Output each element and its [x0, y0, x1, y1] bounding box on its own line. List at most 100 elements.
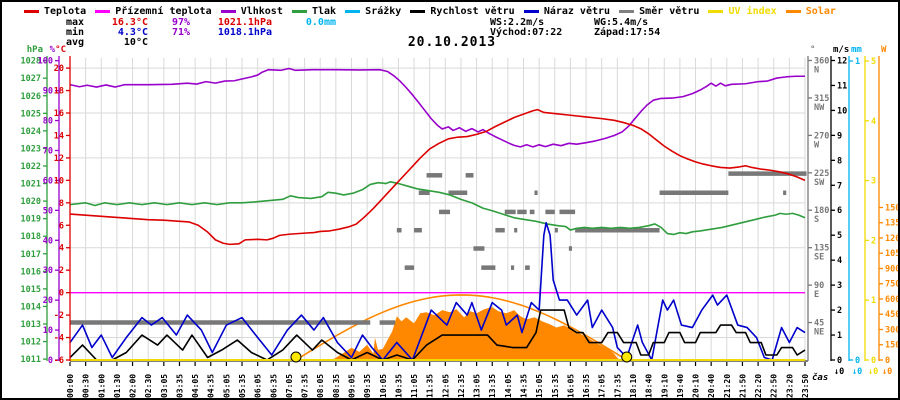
legend-color-dash: [410, 10, 426, 13]
svg-text:06:05: 06:05: [254, 374, 263, 398]
svg-text:04:05: 04:05: [191, 374, 200, 398]
legend-color-dash: [24, 10, 39, 13]
svg-text:1050: 1050: [885, 249, 900, 259]
svg-text:12:35: 12:35: [457, 374, 466, 398]
svg-text:1: 1: [871, 296, 876, 306]
chart-date-title: 20.10.2013: [407, 35, 497, 50]
svg-text:E: E: [814, 290, 819, 300]
svg-text:150: 150: [885, 341, 900, 351]
svg-text:1: 1: [837, 331, 842, 341]
svg-text:1028: 1028: [21, 57, 41, 67]
svg-text:22:50: 22:50: [770, 374, 779, 398]
max-label: max: [66, 17, 85, 28]
svg-text:°C: °C: [55, 45, 66, 55]
svg-text:1018: 1018: [21, 232, 41, 242]
svg-text:1017: 1017: [21, 250, 41, 260]
svg-text:23:50: 23:50: [801, 374, 810, 398]
svg-text:1011: 1011: [21, 355, 41, 365]
legend-item-p-zemn-teplota: Přízemní teplota: [95, 6, 212, 17]
svg-text:↓0: ↓0: [834, 367, 844, 377]
wind-gust-current: WG:5.4m/s: [594, 17, 649, 28]
legend-label: UV index: [728, 6, 777, 17]
svg-text:1014: 1014: [21, 302, 41, 312]
svg-text:1025: 1025: [21, 109, 41, 119]
svg-text:01:30: 01:30: [113, 374, 122, 398]
svg-text:00:30: 00:30: [82, 374, 91, 398]
temperature-line: [69, 108, 806, 246]
svg-text:600: 600: [885, 295, 900, 305]
svg-text:01:00: 01:00: [97, 374, 106, 398]
svg-text:13:05: 13:05: [473, 374, 482, 398]
sunrise-marker: [290, 351, 302, 363]
svg-text:4: 4: [871, 117, 876, 127]
svg-text:08:05: 08:05: [316, 374, 325, 398]
svg-text:W: W: [881, 45, 887, 55]
svg-text:°: °: [810, 45, 815, 55]
sunset-time: Západ:17:54: [594, 27, 661, 38]
svg-text:17:05: 17:05: [598, 374, 607, 398]
svg-text:mm: mm: [851, 45, 862, 55]
svg-text:1022: 1022: [21, 162, 41, 172]
min-humidity: 71%: [171, 27, 190, 38]
svg-text:09:05: 09:05: [347, 374, 356, 398]
legend-color-dash: [785, 10, 801, 13]
svg-text:10: 10: [43, 326, 53, 336]
min-temperature: 4.3°C: [117, 27, 148, 38]
svg-text:8: 8: [837, 156, 842, 166]
svg-text:1013: 1013: [21, 320, 41, 330]
svg-text:10: 10: [837, 106, 847, 116]
svg-text:02:00: 02:00: [129, 374, 138, 398]
svg-text:16:05: 16:05: [566, 374, 575, 398]
sun-times-row: Východ:07:22 Západ:17:54: [490, 28, 660, 38]
legend-label: Náraz větru: [543, 6, 611, 17]
svg-text:m/s: m/s: [833, 45, 849, 55]
svg-text:17:35: 17:35: [613, 374, 622, 398]
svg-text:19:10: 19:10: [660, 374, 669, 398]
svg-text:5: 5: [837, 231, 842, 241]
svg-text:900: 900: [885, 264, 900, 274]
svg-text:0: 0: [885, 356, 890, 366]
legend-color-dash: [95, 10, 111, 13]
svg-text:03:05: 03:05: [160, 374, 169, 398]
svg-text:5: 5: [871, 57, 876, 67]
stats-min-row: min 4.3°C 71% 1018.1hPa: [66, 28, 336, 38]
legend-label: Vlhkost: [240, 6, 283, 17]
svg-text:1020: 1020: [21, 197, 41, 207]
svg-text:10:05: 10:05: [379, 374, 388, 398]
legend-color-dash: [345, 10, 361, 13]
wind-speed-line: [69, 309, 806, 361]
svg-text:05:05: 05:05: [222, 374, 231, 398]
svg-text:04:35: 04:35: [207, 374, 216, 398]
legend-color-dash: [708, 10, 724, 13]
wind-gust-line: [69, 221, 806, 361]
svg-text:07:35: 07:35: [301, 374, 310, 398]
svg-text:225: 225: [814, 169, 829, 179]
axis-humidity: 0 10 20 30 40 50 60 70 80 90 100%: [38, 45, 60, 366]
svg-text:14:35: 14:35: [520, 374, 529, 398]
x-axis-title: čas: [812, 372, 828, 383]
axis-rain: 0 1 mm: [848, 45, 862, 366]
legend-label: Tlak: [311, 6, 337, 17]
svg-text:10: 10: [54, 176, 64, 186]
legend-item-teplota: Teplota: [24, 6, 86, 17]
svg-text:NE: NE: [814, 328, 824, 338]
svg-text:N: N: [814, 65, 819, 75]
stats-max-row: max 16.3°C 97% 1021.1hPa 0.0mm: [66, 18, 336, 28]
legend-item-solar: Solar: [785, 6, 836, 17]
sunrise-time: Východ:07:22: [490, 27, 563, 38]
svg-text:NW: NW: [814, 103, 825, 113]
svg-text:18:10: 18:10: [629, 374, 638, 398]
svg-text:16: 16: [54, 109, 64, 119]
svg-text:1023: 1023: [21, 144, 41, 154]
svg-text:70: 70: [43, 146, 53, 156]
svg-text:60: 60: [43, 176, 53, 186]
svg-text:6: 6: [59, 221, 64, 231]
svg-text:%: %: [50, 45, 56, 55]
svg-text:0: 0: [48, 356, 53, 366]
svg-text:450: 450: [885, 310, 900, 320]
legend-item-vlhkost: Vlhkost: [220, 6, 283, 17]
avg-label: avg: [66, 37, 85, 48]
svg-text:18:40: 18:40: [645, 374, 654, 398]
